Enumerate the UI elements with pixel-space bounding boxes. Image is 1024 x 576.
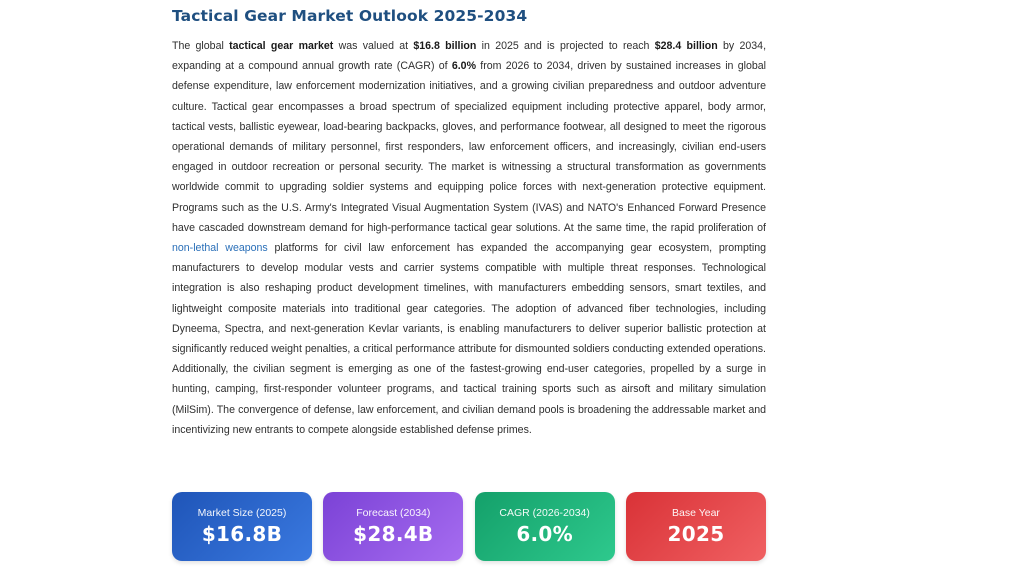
bold-value: $28.4 billion: [654, 40, 718, 52]
stat-card-cagr: CAGR (2026-2034) 6.0%: [474, 492, 615, 561]
text-segment: in 2025 and is projected to reach: [476, 40, 655, 52]
stat-label: Forecast (2034): [356, 507, 431, 519]
stat-label: Base Year: [672, 507, 720, 519]
stat-value: $16.8B: [201, 522, 283, 546]
stats-cards: Market Size (2025) $16.8B Forecast (2034…: [172, 492, 766, 561]
bold-term: tactical gear market: [229, 40, 334, 52]
stat-card-base-year: Base Year 2025: [625, 492, 766, 561]
bold-value: $16.8 billion: [413, 40, 477, 52]
stat-label: CAGR (2026-2034): [499, 507, 590, 519]
stat-value: $28.4B: [353, 522, 434, 546]
non-lethal-weapons-link[interactable]: non-lethal weapons: [172, 242, 268, 255]
text-segment: platforms for civil law enforcement has …: [172, 242, 766, 436]
stat-card-market-size: Market Size (2025) $16.8B: [172, 492, 312, 561]
page-title: Tactical Gear Market Outlook 2025-2034: [172, 7, 528, 25]
body-paragraph: The global tactical gear market was valu…: [172, 36, 766, 440]
stat-value: 2025: [667, 522, 725, 546]
stat-card-forecast: Forecast (2034) $28.4B: [323, 492, 464, 561]
text-segment: The global: [172, 40, 230, 52]
text-segment: was valued at: [333, 40, 414, 52]
bold-value: 6.0%: [451, 60, 476, 73]
text-segment: from 2026 to 2034, driven by sustained i…: [172, 60, 766, 234]
stat-value: 6.0%: [516, 522, 573, 546]
stat-label: Market Size (2025): [197, 507, 287, 519]
article: Tactical Gear Market Outlook 2025-2034 T…: [172, 4, 766, 440]
text-segment: by 2034, expanding at a compound annual …: [172, 40, 767, 73]
